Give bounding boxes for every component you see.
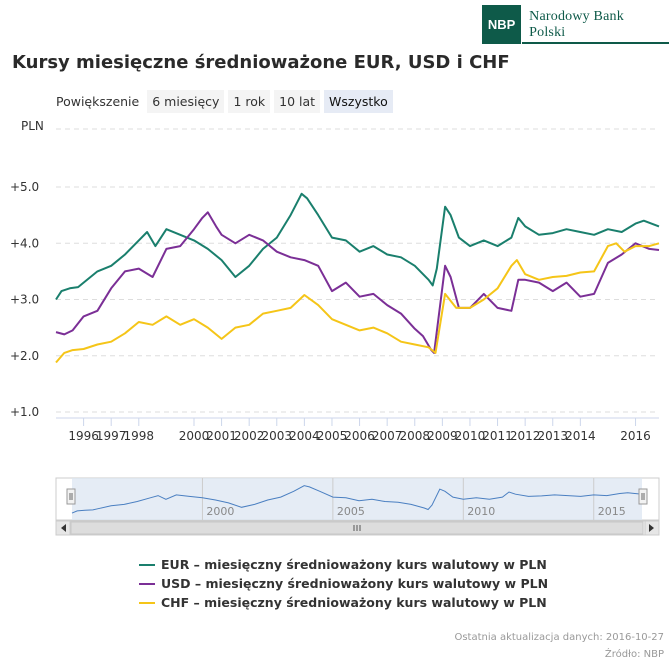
legend-label-chf: CHF – miesięczny średnioważony kurs walu…	[161, 595, 547, 610]
navigator-tick-label: 2005	[337, 505, 365, 518]
legend-label-eur: EUR – miesięczny średnioważony kurs walu…	[161, 557, 547, 572]
y-axis-ticks: +5.0 +4.0 +3.0 +2.0 +1.0	[10, 180, 39, 419]
arrow-right-icon	[649, 524, 654, 532]
x-tick-label: 2014	[565, 429, 596, 443]
navigator-tick-label: 2000	[206, 505, 234, 518]
y-axis-label: PLN	[21, 119, 44, 133]
navigator-tick-label: 2010	[467, 505, 495, 518]
legend-item-eur[interactable]: EUR – miesięczny średnioważony kurs walu…	[139, 555, 548, 574]
legend-swatch-usd	[139, 582, 155, 585]
x-tick-label: 2007	[372, 429, 403, 443]
x-tick-label: 1996	[68, 429, 99, 443]
zoom-1-year-button[interactable]: 1 rok	[228, 89, 271, 113]
navigator-right-handle[interactable]	[638, 488, 648, 505]
logo-underline	[522, 42, 669, 44]
logo-bank-name: Narodowy Bank Polski	[529, 8, 624, 40]
x-tick-label: 2005	[317, 429, 348, 443]
x-tick-label: 2016	[620, 429, 651, 443]
zoom-6-months-button[interactable]: 6 miesięcy	[147, 89, 225, 113]
nbp-logo: NBP Narodowy Bank Polski	[481, 4, 670, 45]
y-tick-label: +1.0	[10, 405, 39, 419]
arrow-left-icon	[61, 524, 66, 532]
x-tick-label: 1997	[96, 429, 127, 443]
series-line-eur[interactable]	[55, 192, 660, 301]
x-tick-label: 2004	[289, 429, 320, 443]
y-tick-label: +2.0	[10, 349, 39, 363]
navigator[interactable]: 2000 2005 2010 2015	[55, 477, 660, 521]
grid-lines	[56, 128, 659, 413]
y-tick-label: +3.0	[10, 293, 39, 307]
x-tick-label: 2001	[206, 429, 237, 443]
y-tick-label: +5.0	[10, 180, 39, 194]
legend-label-usd: USD – miesięczny średnioważony kurs walu…	[161, 576, 549, 591]
legend: EUR – miesięczny średnioważony kurs walu…	[139, 555, 548, 612]
x-tick-label: 2002	[234, 429, 265, 443]
x-tick-label: 1998	[124, 429, 155, 443]
navigator-tick-label: 2015	[598, 505, 626, 518]
legend-item-usd[interactable]: USD – miesięczny średnioważony kurs walu…	[139, 574, 548, 593]
zoom-label: Powiększenie	[56, 93, 140, 109]
series-lines	[55, 192, 660, 364]
x-tick-label: 2009	[427, 429, 458, 443]
series-line-usd[interactable]	[55, 211, 660, 354]
legend-swatch-chf	[139, 601, 155, 604]
x-tick-label: 2003	[262, 429, 293, 443]
x-tick-label: 2006	[344, 429, 375, 443]
navigator-ticks: 2000 2005 2010 2015	[201, 478, 626, 520]
range-selector: Powiększenie 6 miesięcy 1 rok 10 lat Wsz…	[56, 89, 397, 113]
x-tick-label: 2008	[399, 429, 430, 443]
x-tick-label: 2012	[510, 429, 541, 443]
source-text: Źródło: NBP	[604, 649, 664, 660]
legend-swatch-eur	[139, 563, 155, 566]
x-tick-label: 2000	[179, 429, 210, 443]
navigator-series	[71, 485, 643, 514]
chart-title: Kursy miesięczne średnioważone EUR, USD …	[12, 52, 510, 73]
x-tick-label: 2010	[455, 429, 486, 443]
last-update-text: Ostatnia aktualizacja danych: 2016-10-27	[454, 632, 664, 643]
zoom-all-button[interactable]: Wszystko	[324, 89, 393, 113]
x-tick-label: 2013	[537, 429, 568, 443]
scrollbar[interactable]	[55, 520, 660, 536]
x-tick-label: 2011	[482, 429, 513, 443]
zoom-10-years-button[interactable]: 10 lat	[274, 89, 321, 113]
legend-item-chf[interactable]: CHF – miesięczny średnioważony kurs walu…	[139, 593, 548, 612]
y-tick-label: +4.0	[10, 236, 39, 250]
series-line-chf[interactable]	[55, 242, 660, 364]
logo-badge: NBP	[482, 5, 522, 44]
navigator-left-handle[interactable]	[66, 488, 76, 505]
